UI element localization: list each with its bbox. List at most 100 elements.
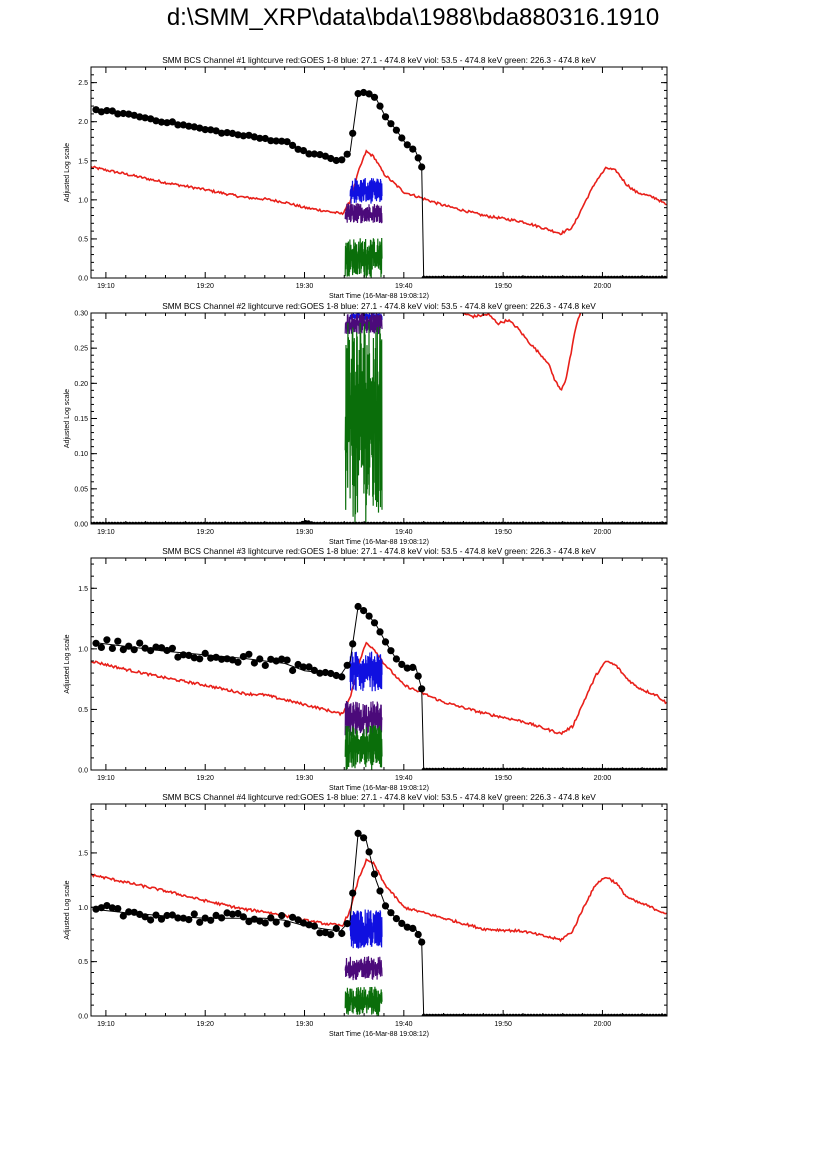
x-tick-label: 19:30	[296, 775, 314, 782]
bcs-point	[387, 909, 395, 917]
bcs-point	[261, 661, 269, 670]
bcs-point	[119, 109, 127, 118]
plot-frame	[90, 557, 668, 771]
bcs-point	[103, 902, 111, 910]
bcs-point	[157, 644, 166, 652]
x-tick-label: 19:30	[296, 1021, 314, 1028]
bcs-point	[289, 913, 297, 921]
bcs-point	[327, 931, 335, 939]
bcs-point	[365, 90, 373, 98]
bcs-point	[119, 646, 127, 654]
bcs-point	[294, 660, 302, 669]
series-viol	[344, 700, 383, 738]
bcs-point	[147, 916, 155, 924]
x-tick-label: 19:40	[395, 283, 413, 290]
bcs-point	[360, 88, 368, 97]
bcs-point	[256, 655, 264, 663]
bcs-point	[228, 910, 237, 918]
y-tick-label: 1.5	[78, 158, 88, 165]
bcs-point	[398, 919, 406, 928]
series-bcs	[91, 520, 667, 524]
bcs-point	[305, 663, 313, 671]
series-bcs	[92, 829, 667, 1016]
bcs-point	[283, 138, 291, 146]
x-tick-label: 19:50	[494, 529, 512, 536]
x-tick-label: 19:40	[395, 529, 413, 536]
bcs-point	[365, 612, 373, 620]
y-tick-label: 0.10	[74, 451, 88, 458]
bcs-point	[125, 642, 133, 650]
bcs-point	[294, 145, 302, 153]
bcs-point	[414, 672, 422, 680]
bcs-point	[218, 914, 226, 922]
x-tick-label: 19:20	[196, 775, 214, 782]
bcs-zero-point	[662, 275, 667, 278]
bcs-point	[245, 650, 253, 658]
series-blue	[349, 651, 383, 692]
bcs-point	[418, 938, 426, 946]
y-axis-label: Adjusted Log scale	[64, 634, 71, 693]
plot-frame	[90, 66, 668, 279]
bcs-point	[168, 911, 176, 919]
y-tick-label: 0.05	[74, 486, 88, 493]
bcs-point	[370, 93, 379, 101]
bcs-point	[179, 121, 187, 129]
bcs-point	[354, 90, 362, 98]
bcs-point	[239, 132, 247, 140]
x-axis-label: Start Time (16-Mar-88 19:08:12)	[329, 785, 429, 792]
y-tick-label: 0.0	[78, 276, 88, 283]
bcs-point	[310, 666, 318, 675]
bcs-point	[316, 929, 324, 937]
bcs-point	[108, 644, 116, 653]
bcs-point	[190, 123, 198, 131]
bcs-point	[103, 636, 111, 644]
bcs-point	[130, 646, 138, 654]
y-tick-label: 0.0	[78, 768, 88, 775]
bcs-point	[207, 126, 215, 134]
bcs-point	[201, 649, 209, 658]
bcs-point	[343, 661, 351, 669]
bcs-point	[327, 154, 335, 163]
bcs-point	[196, 918, 204, 926]
bcs-point	[163, 911, 171, 920]
bcs-point	[130, 908, 138, 916]
bcs-point	[207, 654, 215, 662]
series-goes	[91, 149, 667, 236]
bcs-point	[250, 915, 258, 923]
x-tick-label: 19:10	[97, 283, 115, 290]
x-tick-label: 19:10	[97, 529, 115, 536]
bcs-point	[370, 619, 379, 627]
bcs-point	[256, 134, 264, 142]
x-tick-label: 19:30	[296, 529, 314, 536]
bcs-point	[392, 126, 400, 134]
bcs-point	[278, 655, 286, 663]
bcs-point	[108, 904, 116, 912]
bcs-point	[207, 916, 215, 924]
bcs-point	[223, 909, 231, 917]
y-tick-label: 0.5	[78, 707, 88, 714]
bcs-point	[185, 916, 193, 924]
bcs-point	[387, 120, 395, 128]
x-tick-label: 19:40	[395, 1021, 413, 1028]
bcs-point	[92, 639, 100, 647]
bcs-point	[174, 914, 182, 922]
bcs-point	[414, 154, 422, 162]
bcs-point	[190, 654, 198, 662]
bcs-point	[168, 644, 176, 652]
bcs-point	[414, 930, 422, 939]
x-tick-label: 20:00	[594, 283, 612, 290]
bcs-point	[141, 114, 149, 122]
bcs-point	[114, 905, 122, 913]
y-tick-label: 0.15	[74, 416, 88, 423]
bcs-point	[179, 651, 187, 659]
bcs-point	[234, 909, 242, 918]
bcs-point	[201, 914, 209, 922]
bcs-point	[272, 657, 280, 665]
bcs-point	[316, 151, 324, 159]
bcs-point	[409, 145, 417, 153]
bcs-zero-point	[662, 1013, 667, 1016]
y-tick-label: 2.0	[78, 119, 88, 126]
bcs-point	[409, 924, 417, 933]
chart-panel-2: SMM BCS Channel #2 lightcurve red:GOES 1…	[64, 301, 668, 546]
y-tick-label: 0.30	[74, 311, 88, 318]
